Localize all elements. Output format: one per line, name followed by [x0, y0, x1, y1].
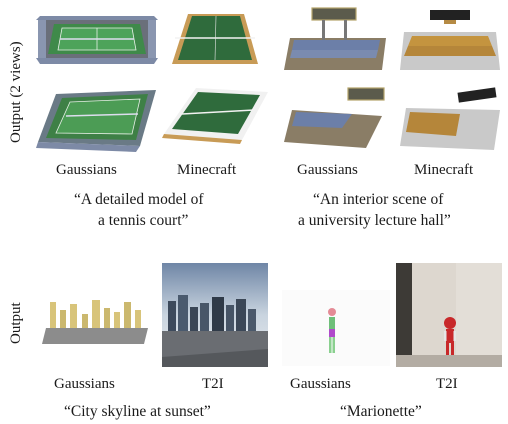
prompt-tennis-line2: a tennis court”	[98, 212, 189, 229]
marionette-t2i	[396, 263, 502, 367]
lecture-minecraft-view1	[398, 2, 502, 72]
tennis-gaussians-view1	[36, 6, 158, 70]
caption-tennis-minecraft: Minecraft	[177, 162, 237, 178]
prompt-marionette: “Marionette”	[340, 403, 422, 420]
caption-marionette-gaussians: Gaussians	[290, 376, 351, 392]
caption-skyline-gaussians: Gaussians	[54, 376, 115, 392]
caption-tennis-gaussians: Gaussians	[56, 162, 117, 178]
lecture-minecraft-view2	[398, 80, 504, 152]
tennis-gaussians-view2	[36, 84, 158, 152]
row-label-two-views: Output (2 views)	[8, 41, 24, 143]
caption-skyline-t2i: T2I	[202, 376, 224, 392]
prompt-lecture-line2: a university lecture hall”	[298, 212, 451, 229]
caption-marionette-t2i: T2I	[436, 376, 458, 392]
lecture-gaussians-view2	[282, 84, 390, 150]
prompt-tennis-line1: “A detailed model of	[74, 191, 204, 208]
prompt-lecture-line1: “An interior scene of	[313, 191, 444, 208]
caption-lecture-minecraft: Minecraft	[414, 162, 474, 178]
row-label-output: Output	[8, 302, 24, 344]
tennis-minecraft-view1	[166, 10, 262, 68]
marionette-gaussians	[282, 290, 390, 366]
prompt-skyline: “City skyline at sunset”	[64, 403, 211, 420]
caption-lecture-gaussians: Gaussians	[297, 162, 358, 178]
lecture-gaussians-view1	[282, 4, 390, 72]
tennis-minecraft-view2	[162, 84, 270, 144]
skyline-gaussians	[40, 288, 150, 350]
skyline-t2i	[162, 263, 268, 367]
